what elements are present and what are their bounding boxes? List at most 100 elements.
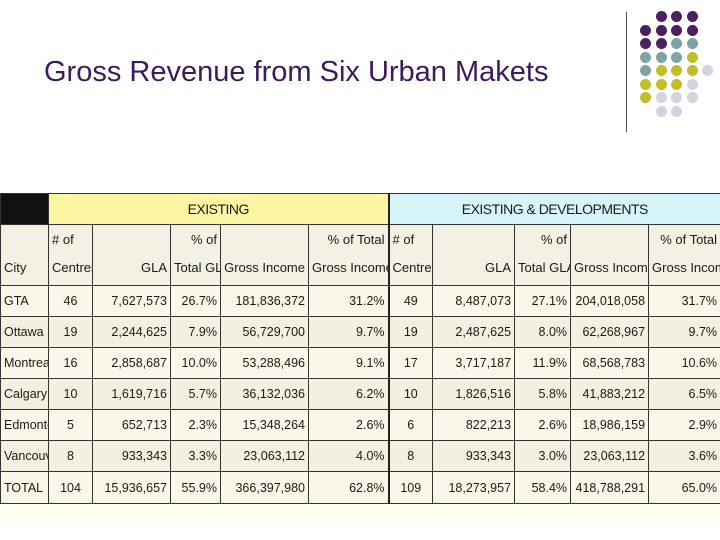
col-header-gross-income: Gross Income bbox=[570, 224, 650, 286]
cell-dev-pct-gross: 65.0% bbox=[648, 471, 720, 504]
decorative-dot bbox=[655, 92, 667, 103]
decorative-dot bbox=[686, 51, 698, 63]
revenue-table: EXISTING EXISTING & DEVELOPMENTS City # … bbox=[0, 193, 720, 523]
cell-dev-pct-gla: 2.6% bbox=[514, 409, 572, 441]
cell-existing-centres: 46 bbox=[48, 285, 93, 317]
cell-dev-pct-gla: 3.0% bbox=[514, 440, 572, 472]
cell-dev-pct-gross: 31.7% bbox=[648, 285, 720, 317]
cell-existing-pct-gla: 5.7% bbox=[170, 378, 221, 410]
cell-dev-pct-gla: 11.9% bbox=[514, 347, 572, 379]
cell-existing-pct-gla: 55.9% bbox=[170, 471, 221, 504]
cell-dev-gla: 822,213 bbox=[432, 409, 516, 441]
cell-existing-centres: 10 bbox=[48, 378, 93, 410]
table-row: Ottawa 19 2,244,625 7.9% 56,729,700 9.7% 19 2,4… bbox=[0, 316, 720, 348]
table-row: Edmonton5652,7132.3%15,348,2642.6%6822,2… bbox=[0, 409, 720, 441]
table-row: Calgary 10 1,619,716 5.7% 36,132,036 6.2% 10 1,… bbox=[0, 378, 720, 410]
cell-dev-centres: 49 bbox=[388, 285, 434, 317]
decorative-dot bbox=[671, 51, 682, 63]
cell-dev-gla: 8,487,073 bbox=[432, 285, 516, 317]
decorative-dot bbox=[686, 65, 698, 76]
cell-dev-gla: 1,826,516 bbox=[432, 378, 516, 410]
decorative-dot bbox=[655, 65, 667, 76]
cell-existing-gross-income: 53,288,496 bbox=[220, 347, 309, 379]
cell-city: Edmonton bbox=[0, 409, 49, 441]
cell-existing-pct-gross: 2.6% bbox=[307, 409, 390, 441]
decorative-dot bbox=[671, 78, 682, 90]
cell-dev-gross-income: 204,018,058 bbox=[570, 285, 650, 317]
col-header-city: City bbox=[0, 224, 49, 286]
cell-dev-centres: 19 bbox=[388, 316, 434, 348]
decorative-dot bbox=[655, 78, 667, 90]
decorative-dot bbox=[655, 38, 667, 49]
table-row: GTA 46 7,627,573 26.7% 181,836,372 31.2% 49 8,4… bbox=[0, 285, 720, 317]
cell-existing-pct-gla: 3.3% bbox=[170, 440, 221, 472]
cell-existing-gla: 7,627,573 bbox=[92, 285, 171, 317]
decorative-dot bbox=[655, 51, 667, 63]
cell-dev-pct-gross: 3.6% bbox=[648, 440, 720, 472]
decorative-dot bbox=[671, 24, 682, 36]
cell-dev-gla: 2,487,625 bbox=[432, 316, 516, 348]
cell-dev-centres: 6 bbox=[388, 409, 434, 441]
decorative-dot bbox=[686, 78, 698, 90]
cell-existing-centres: 104 bbox=[48, 471, 93, 504]
cell-dev-centres: 17 bbox=[388, 347, 434, 379]
title-divider-line bbox=[626, 12, 627, 132]
cell-existing-gross-income: 56,729,700 bbox=[220, 316, 309, 348]
decorative-dot bbox=[686, 11, 698, 22]
cell-city: GTA bbox=[0, 285, 49, 317]
cell-existing-gross-income: 181,836,372 bbox=[220, 285, 309, 317]
cell-existing-pct-gross: 9.1% bbox=[307, 347, 390, 379]
group-header-developments: EXISTING & DEVELOPMENTS bbox=[388, 193, 720, 225]
cell-existing-pct-gla: 7.9% bbox=[170, 316, 221, 348]
decorative-dot bbox=[702, 65, 713, 76]
col-header-centres: # ofCentres bbox=[388, 224, 434, 286]
cell-city: TOTAL bbox=[0, 471, 49, 504]
decorative-dot bbox=[640, 24, 651, 36]
cell-existing-centres: 8 bbox=[48, 440, 93, 472]
cell-existing-centres: 19 bbox=[48, 316, 93, 348]
cell-dev-centres: 109 bbox=[388, 471, 434, 504]
decorative-dot bbox=[671, 11, 682, 22]
decorative-dot bbox=[671, 92, 682, 103]
table-row: Montreal 16 2,858,687 10.0% 53,288,496 9.1% 17… bbox=[0, 347, 720, 379]
cell-existing-pct-gla: 26.7% bbox=[170, 285, 221, 317]
cell-dev-pct-gla: 58.4% bbox=[514, 471, 572, 504]
cell-city: Montreal bbox=[0, 347, 49, 379]
cell-existing-pct-gross: 62.8% bbox=[307, 471, 390, 504]
cell-dev-gross-income: 418,788,291 bbox=[570, 471, 650, 504]
col-header-gla: GLA bbox=[92, 224, 171, 286]
cell-dev-centres: 8 bbox=[388, 440, 434, 472]
cell-dev-gross-income: 41,883,212 bbox=[570, 378, 650, 410]
cell-existing-pct-gross: 6.2% bbox=[307, 378, 390, 410]
decorative-dot bbox=[655, 105, 667, 117]
cell-city: Vancouver bbox=[0, 440, 49, 472]
cell-dev-gross-income: 68,568,783 bbox=[570, 347, 650, 379]
decorative-dot bbox=[640, 38, 651, 49]
cell-existing-gross-income: 36,132,036 bbox=[220, 378, 309, 410]
cell-dev-gla: 3,717,187 bbox=[432, 347, 516, 379]
decorative-dot bbox=[671, 38, 682, 49]
decorative-dot bbox=[655, 24, 667, 36]
cell-dev-centres: 10 bbox=[388, 378, 434, 410]
table-row: Vancouver8933,3433.3%23,063,1124.0%8933,… bbox=[0, 440, 720, 472]
cell-existing-gross-income: 23,063,112 bbox=[220, 440, 309, 472]
cell-existing-gla: 933,343 bbox=[92, 440, 171, 472]
decorative-dot bbox=[686, 24, 698, 36]
cell-dev-pct-gla: 8.0% bbox=[514, 316, 572, 348]
col-header-gla: GLA bbox=[432, 224, 516, 286]
cell-dev-gross-income: 18,986,159 bbox=[570, 409, 650, 441]
col-header-gross-income: Gross Income bbox=[220, 224, 309, 286]
cell-existing-gross-income: 15,348,264 bbox=[220, 409, 309, 441]
decorative-dot bbox=[640, 92, 651, 103]
cell-dev-pct-gross: 6.5% bbox=[648, 378, 720, 410]
cell-existing-gla: 2,858,687 bbox=[92, 347, 171, 379]
decorative-dot bbox=[640, 51, 651, 63]
cell-dev-pct-gross: 9.7% bbox=[648, 316, 720, 348]
slide-title: Gross Revenue from Six Urban Makets bbox=[44, 56, 549, 88]
decorative-dot bbox=[671, 105, 682, 117]
cell-dev-pct-gla: 5.8% bbox=[514, 378, 572, 410]
cell-dev-gla: 18,273,957 bbox=[432, 471, 516, 504]
